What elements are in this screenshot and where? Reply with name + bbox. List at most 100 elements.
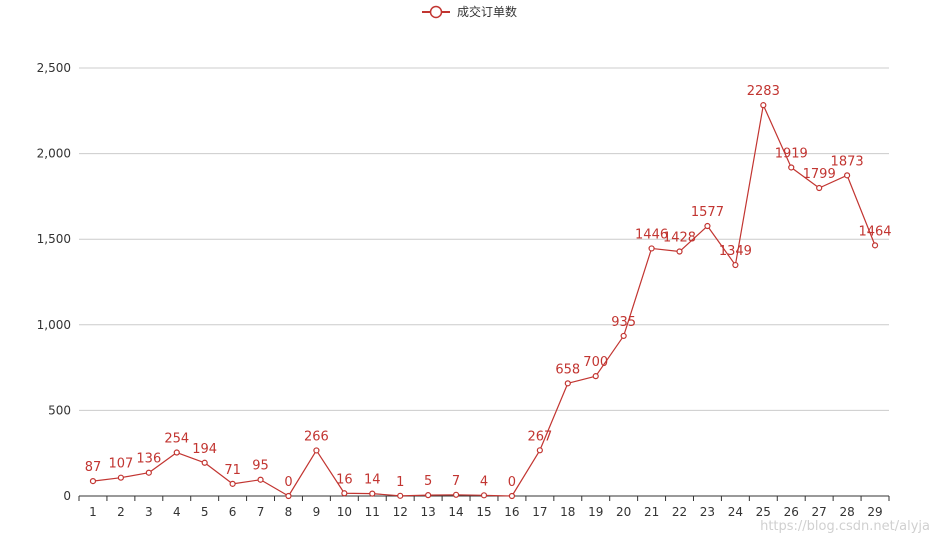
legend-line-circle-icon [421, 5, 450, 18]
data-label: 658 [555, 362, 580, 377]
data-label: 5 [424, 474, 432, 489]
data-label: 107 [108, 457, 133, 472]
data-label: 136 [136, 452, 161, 467]
data-label: 14 [364, 473, 381, 488]
data-point [844, 172, 851, 179]
data-label: 1464 [858, 224, 891, 239]
data-label: 1919 [775, 146, 808, 161]
x-tick-label: 15 [476, 505, 491, 519]
grid-lines [79, 67, 889, 411]
data-point [452, 491, 460, 498]
data-point [760, 102, 767, 109]
data-label: 2283 [747, 84, 780, 99]
series-line [92, 104, 876, 497]
x-tick-label: 29 [867, 505, 882, 519]
data-point [145, 469, 152, 476]
data-label: 87 [85, 460, 102, 475]
x-tick-label: 14 [448, 505, 463, 519]
x-tick-label: 23 [700, 505, 715, 519]
x-tick-label: 1 [89, 505, 97, 519]
data-label: 0 [508, 475, 516, 490]
data-label: 1 [396, 475, 404, 490]
y-tick-label: 0 [63, 489, 71, 503]
x-tick-label: 8 [285, 505, 293, 519]
data-label: 1428 [663, 231, 696, 246]
data-label: 95 [252, 459, 269, 474]
x-tick-label: 17 [532, 505, 547, 519]
data-point [229, 480, 236, 487]
data-label: 7 [452, 474, 460, 489]
data-point [257, 476, 264, 483]
x-tick-label: 7 [257, 505, 265, 519]
data-point [397, 492, 404, 499]
data-label: 71 [224, 463, 241, 478]
series-orders [89, 102, 879, 500]
x-tick-label: 20 [616, 505, 631, 519]
x-tick-label: 22 [672, 505, 687, 519]
data-label: 1799 [803, 167, 836, 182]
y-tick-label: 2,000 [37, 147, 71, 161]
data-point [508, 492, 516, 500]
x-tick-label: 6 [229, 505, 237, 519]
data-label: 1349 [719, 244, 752, 259]
legend[interactable]: 成交订单数 [0, 3, 938, 23]
data-label: 267 [527, 429, 552, 444]
y-tick-label: 500 [48, 403, 71, 417]
data-label: 266 [304, 429, 329, 444]
data-point [564, 380, 571, 387]
data-point [117, 474, 124, 481]
data-point [732, 261, 739, 269]
data-point [173, 449, 180, 456]
y-tick-label: 1,000 [37, 318, 71, 332]
data-point [536, 447, 543, 454]
data-point [285, 492, 292, 500]
data-point [704, 222, 711, 230]
data-point [313, 447, 320, 454]
data-point [676, 248, 683, 255]
x-tick-label: 13 [420, 505, 435, 519]
x-tick-label: 10 [337, 505, 352, 519]
data-point [369, 490, 376, 497]
data-point [341, 490, 348, 497]
y-tick-label: 2,500 [37, 61, 71, 75]
data-point [620, 332, 627, 340]
data-point [871, 242, 879, 249]
x-tick-label: 5 [201, 505, 209, 519]
data-point [89, 478, 97, 485]
data-point [648, 245, 655, 252]
data-label: 1873 [831, 154, 864, 169]
x-tick-label: 2 [117, 505, 125, 519]
x-tick-label: 12 [393, 505, 408, 519]
x-tick-label: 25 [756, 505, 771, 519]
x-tick-label: 24 [728, 505, 743, 519]
data-point [592, 373, 599, 380]
x-tick-label: 28 [839, 505, 854, 519]
data-point [201, 459, 208, 466]
data-label: 700 [583, 355, 608, 370]
x-tick-label: 9 [313, 505, 321, 519]
x-tick-label: 26 [784, 505, 799, 519]
data-label: 0 [284, 475, 292, 490]
data-point [425, 492, 432, 499]
data-label: 4 [480, 474, 488, 489]
data-label: 16 [336, 472, 353, 487]
x-tick-label: 18 [560, 505, 575, 519]
data-point [480, 492, 488, 499]
x-tick-label: 4 [173, 505, 181, 519]
x-tick-label: 19 [588, 505, 603, 519]
data-label: 254 [164, 432, 189, 447]
data-label: 194 [192, 442, 217, 457]
data-point [816, 184, 823, 192]
data-label: 1577 [691, 205, 724, 220]
x-tick-label: 3 [145, 505, 153, 519]
data-label: 935 [611, 315, 636, 330]
data-label: 1446 [635, 227, 668, 242]
watermark: https://blog.csdn.net/alyja [760, 519, 930, 534]
x-tick-label: 16 [504, 505, 519, 519]
y-tick-label: 1,500 [37, 232, 71, 246]
x-tick-label: 11 [365, 505, 380, 519]
data-point [788, 164, 795, 171]
